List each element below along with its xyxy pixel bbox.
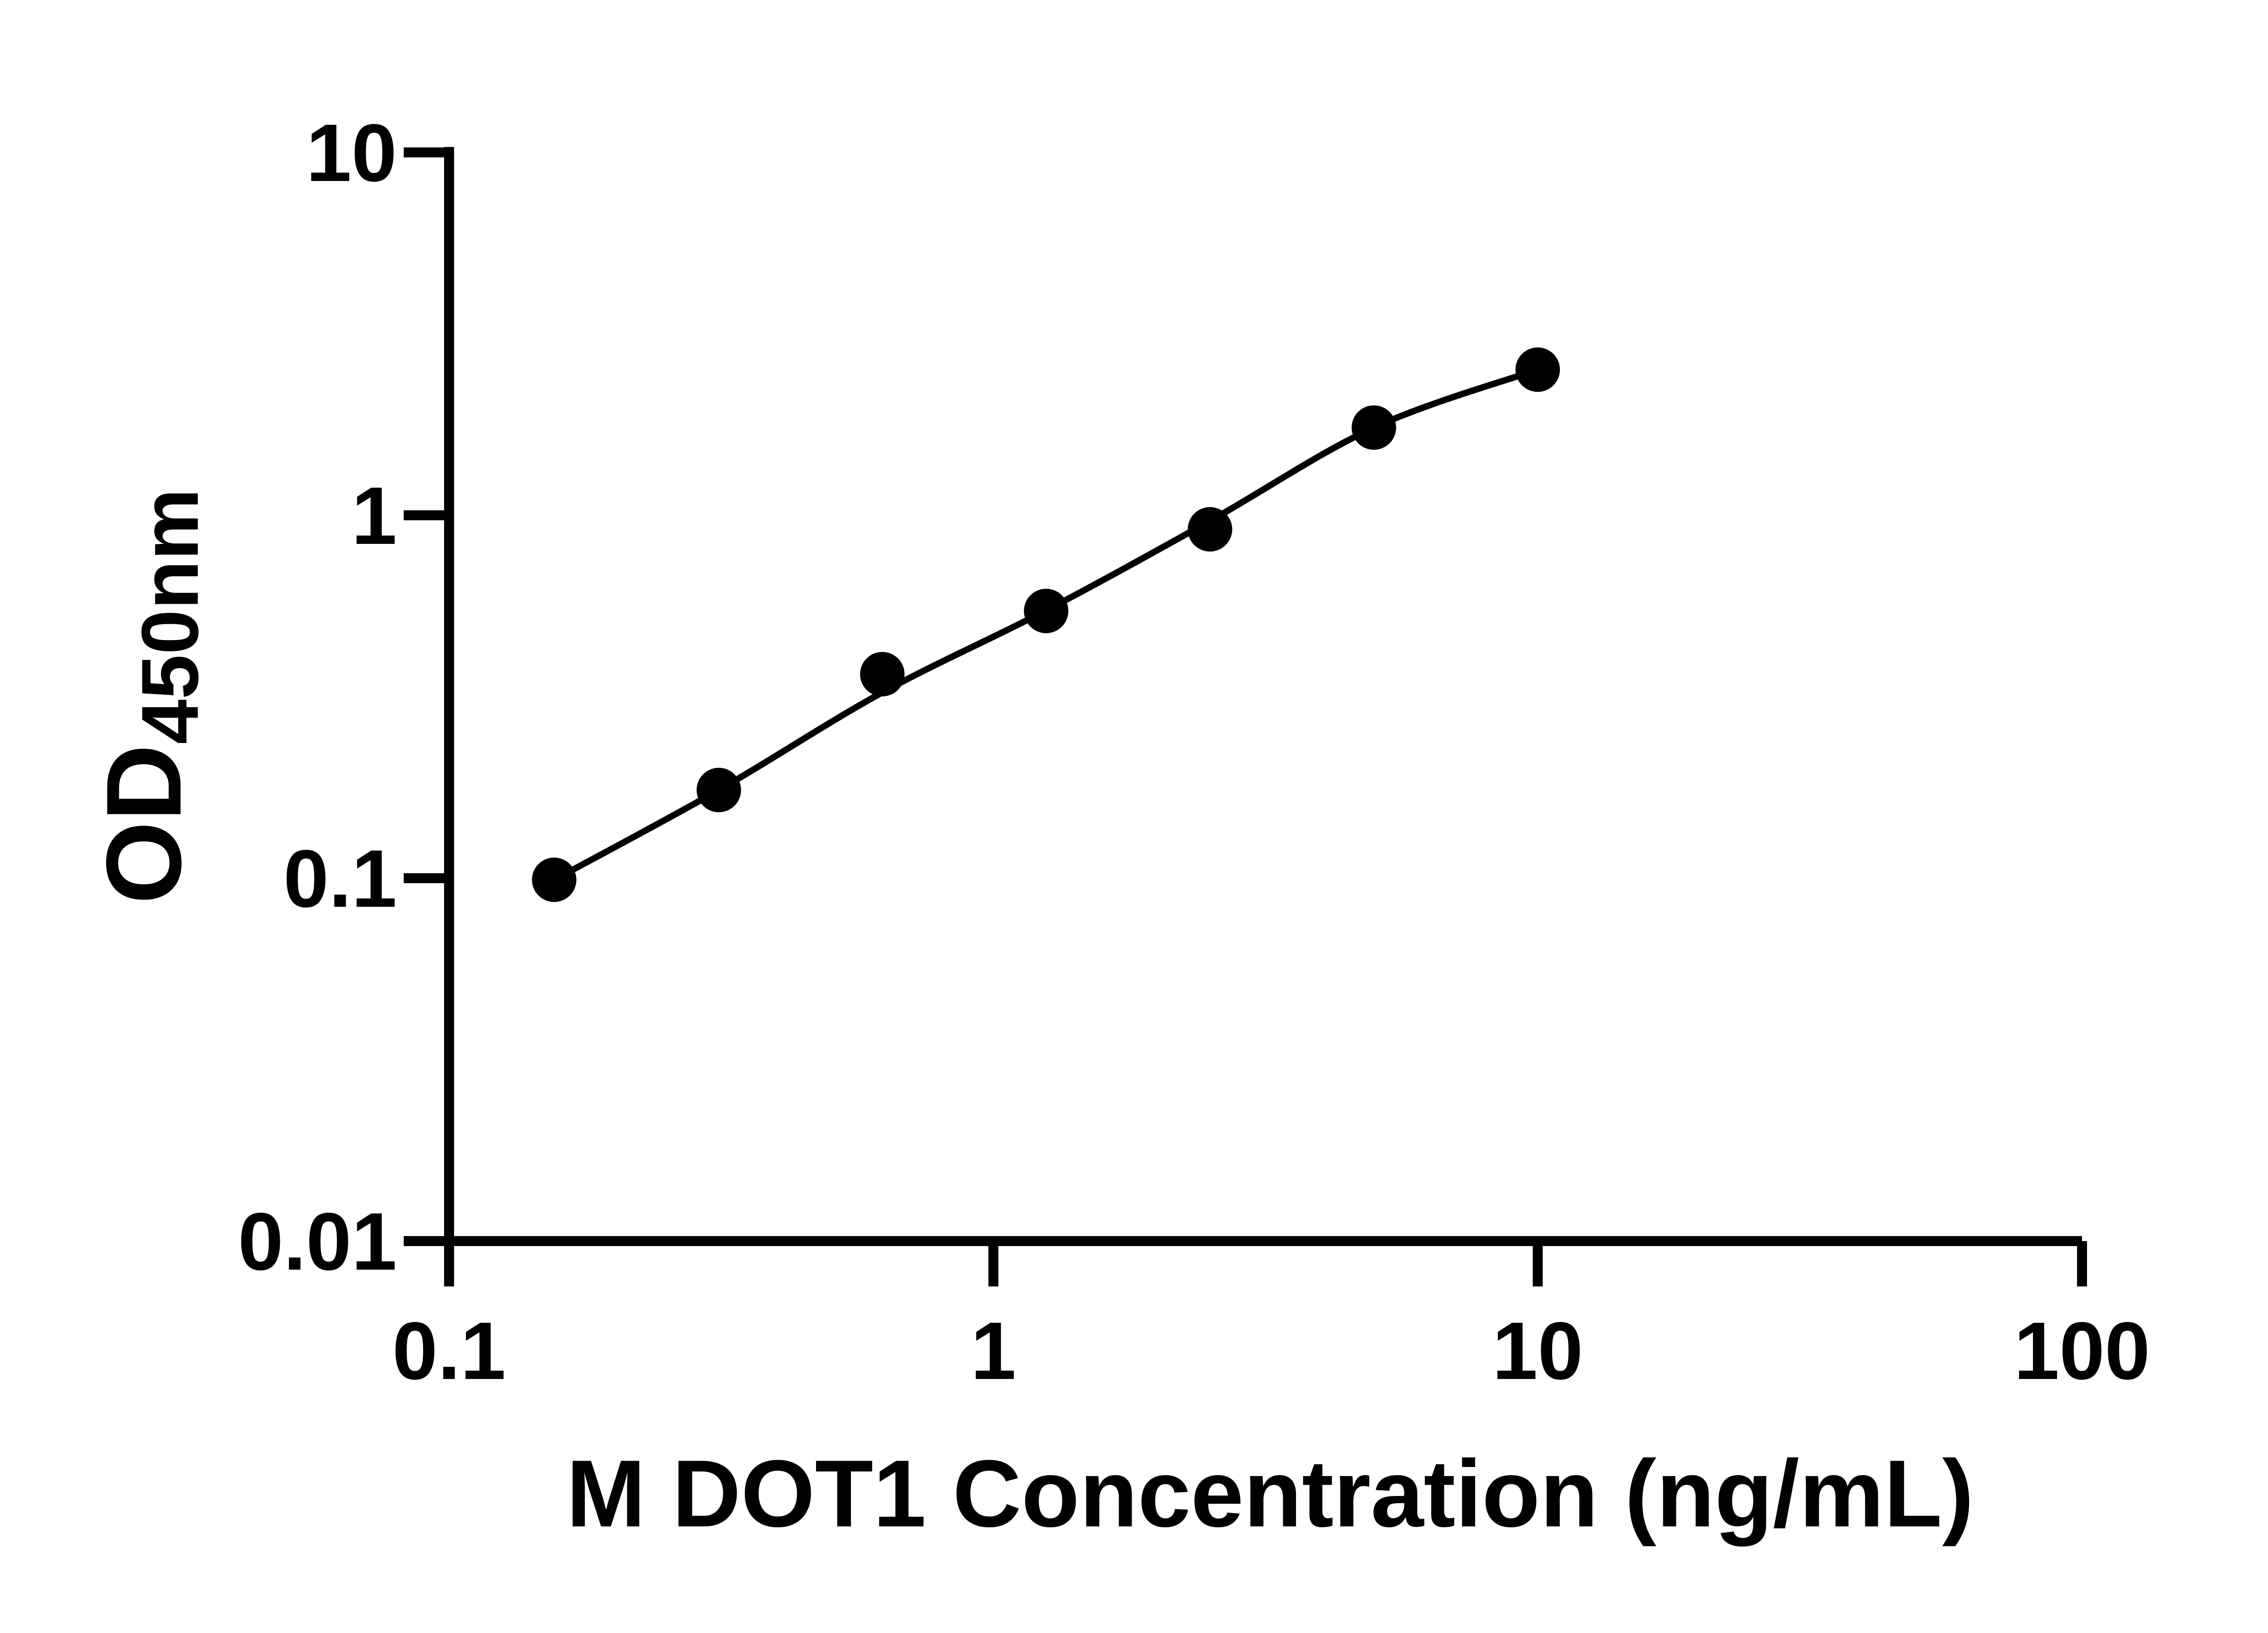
data-point (1024, 588, 1069, 633)
axis-lines (444, 147, 2082, 1246)
y-axis-ticks (404, 147, 449, 1246)
data-points (532, 347, 1560, 902)
y-axis-tick-labels: 0.01 0.1 1 10 (238, 108, 397, 1287)
y-tick-label: 0.1 (284, 833, 397, 924)
y-tick-label: 10 (306, 108, 397, 199)
y-axis-title-subscript: 450nm (125, 489, 215, 744)
y-tick-label: 0.01 (238, 1196, 397, 1287)
x-axis-tick-labels: 0.1 1 10 100 (392, 1305, 2150, 1397)
x-axis-ticks (444, 1241, 2087, 1286)
y-tick-label: 1 (352, 470, 397, 562)
x-tick-label: 1 (971, 1305, 1016, 1397)
x-tick-label: 10 (1492, 1305, 1583, 1397)
x-axis-title: M DOT1 Concentration (ng/mL) (566, 1440, 1974, 1547)
data-point (696, 768, 741, 812)
y-axis-title-main: OD (84, 744, 203, 905)
data-point (1515, 347, 1560, 392)
data-point (532, 857, 577, 902)
data-point (1188, 507, 1232, 552)
y-axis-title: OD450nm (84, 489, 215, 905)
data-point (1351, 405, 1396, 450)
x-tick-label: 100 (2014, 1305, 2150, 1397)
x-tick-label: 0.1 (392, 1305, 506, 1397)
data-point (860, 652, 905, 697)
